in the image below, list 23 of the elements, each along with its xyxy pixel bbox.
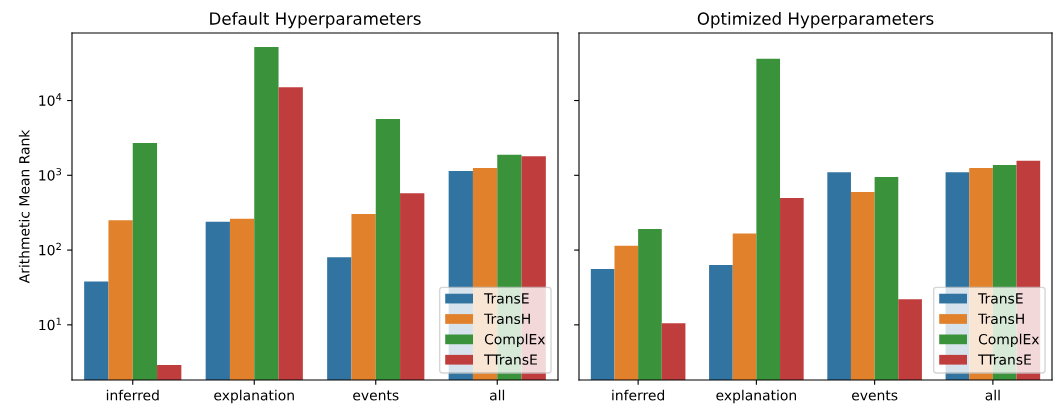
x-tick-label: explanation bbox=[214, 389, 294, 404]
x-tick-label: events bbox=[353, 390, 399, 401]
chart-title: Optimized Hyperparameters bbox=[697, 12, 934, 29]
x-tick-label: events bbox=[851, 390, 898, 401]
x-tick-label: explanation bbox=[716, 389, 797, 404]
y-tick-label: 10$^{2}$ bbox=[39, 242, 61, 256]
x-tick-label: inferred bbox=[612, 389, 665, 401]
y-tick-label: 10$^{1}$ bbox=[39, 317, 61, 331]
legend-label: TTransE bbox=[484, 354, 537, 365]
y-axis-title: Arithmetic Mean Rank bbox=[18, 129, 30, 284]
x-tick-label: inferred bbox=[106, 389, 159, 401]
legend-label: ComplEx bbox=[484, 333, 546, 348]
legend-label: TransE bbox=[484, 293, 529, 304]
legend-label: TransE bbox=[978, 293, 1023, 304]
y-tick-label: 10$^{3}$ bbox=[39, 167, 62, 181]
legend-label: TTransE bbox=[978, 354, 1031, 365]
chart-title: Default Hyperparameters bbox=[210, 12, 421, 29]
legend-label: ComplEx bbox=[978, 333, 1040, 348]
y-tick-label: 10$^{4}$ bbox=[39, 93, 62, 106]
x-tick-label: all bbox=[489, 389, 505, 401]
legend-label: TransH bbox=[978, 313, 1024, 325]
legend-label: TransH bbox=[484, 313, 530, 325]
x-tick-label: all bbox=[985, 389, 1000, 401]
